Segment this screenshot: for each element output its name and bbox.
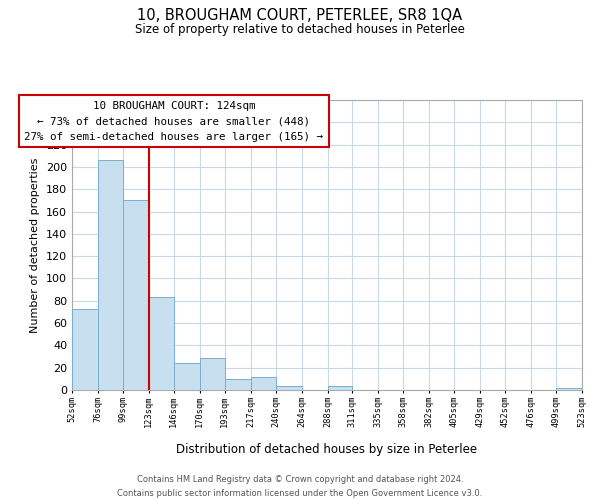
Bar — [556, 388, 582, 390]
Bar — [98, 160, 123, 390]
Y-axis label: Number of detached properties: Number of detached properties — [31, 158, 40, 332]
Text: Contains HM Land Registry data © Crown copyright and database right 2024.
Contai: Contains HM Land Registry data © Crown c… — [118, 476, 482, 498]
Bar — [224, 379, 251, 390]
Bar — [251, 376, 275, 390]
Bar — [174, 363, 200, 390]
Text: 10 BROUGHAM COURT: 124sqm
← 73% of detached houses are smaller (448)
27% of semi: 10 BROUGHAM COURT: 124sqm ← 73% of detac… — [24, 100, 323, 142]
Text: Distribution of detached houses by size in Peterlee: Distribution of detached houses by size … — [176, 442, 478, 456]
Text: Size of property relative to detached houses in Peterlee: Size of property relative to detached ho… — [135, 22, 465, 36]
Text: 10, BROUGHAM COURT, PETERLEE, SR8 1QA: 10, BROUGHAM COURT, PETERLEE, SR8 1QA — [137, 8, 463, 22]
Bar — [149, 298, 174, 390]
Bar — [72, 308, 98, 390]
Bar — [328, 386, 352, 390]
Bar — [275, 386, 302, 390]
Bar — [200, 358, 224, 390]
Bar — [123, 200, 149, 390]
